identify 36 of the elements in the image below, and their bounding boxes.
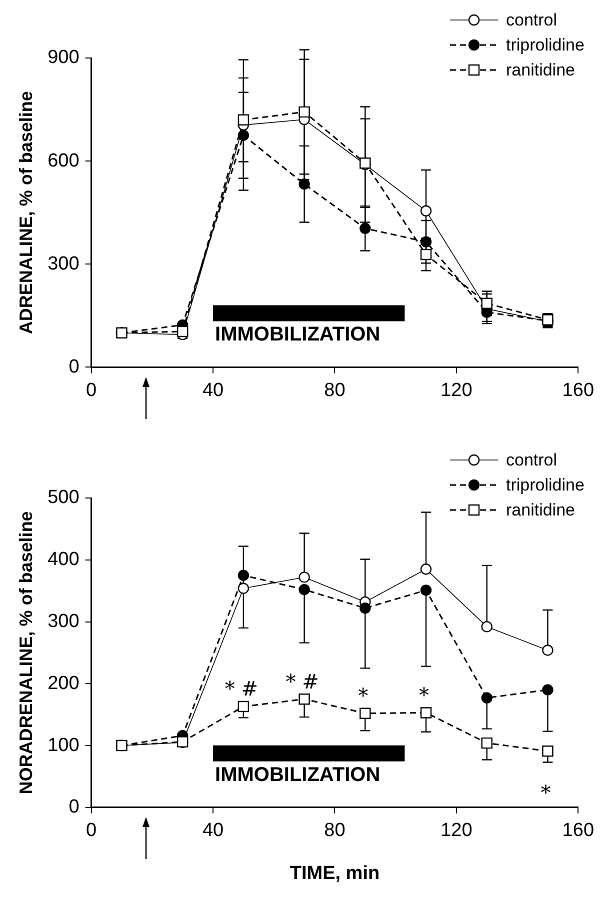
x-tick-label: 120 [440,380,472,401]
x-tick-label: 80 [324,820,346,842]
y-tick-label: 0 [68,356,80,378]
annotation: * [358,684,368,708]
y-tick-label: 300 [48,610,80,632]
x-tick-label: 40 [202,820,224,842]
y-tick-label: 200 [48,672,80,694]
annotation: * [419,682,430,707]
x-tick-label: 120 [440,820,472,842]
annotation: * [540,780,551,804]
y-tick-label: 400 [48,549,80,570]
x-axis-title: TIME, min [290,862,380,884]
annotation: * # [286,669,319,694]
legend-label: ranitidine [506,60,575,80]
legend-label: control [506,10,558,30]
x-tick-label: 0 [86,820,97,842]
y-axis-title: NORADRENALINE, % of baseline [16,511,36,794]
y-axis-title: ADRENALINE, % of baseline [16,91,36,334]
y-tick-label: 0 [68,796,80,818]
y-tick-label: 100 [48,734,80,756]
x-tick-label: 80 [324,380,346,401]
legend-label: control [506,450,558,470]
band-label: IMMOBILIZATION [215,764,380,786]
x-tick-label: 160 [562,820,594,842]
x-tick-label: 0 [86,380,97,401]
y-tick-label: 500 [48,487,80,508]
legend-label: triprolidine [506,36,584,55]
annotation: * # [224,676,258,701]
y-tick-label: 900 [48,47,80,68]
x-tick-label: 160 [562,380,594,401]
y-tick-label: 300 [48,253,80,274]
legend-label: ranitidine [506,500,575,520]
y-tick-label: 600 [48,150,80,172]
x-tick-label: 40 [202,380,224,401]
legend-label: triprolidine [506,476,584,495]
band-label: IMMOBILIZATION [215,324,380,346]
